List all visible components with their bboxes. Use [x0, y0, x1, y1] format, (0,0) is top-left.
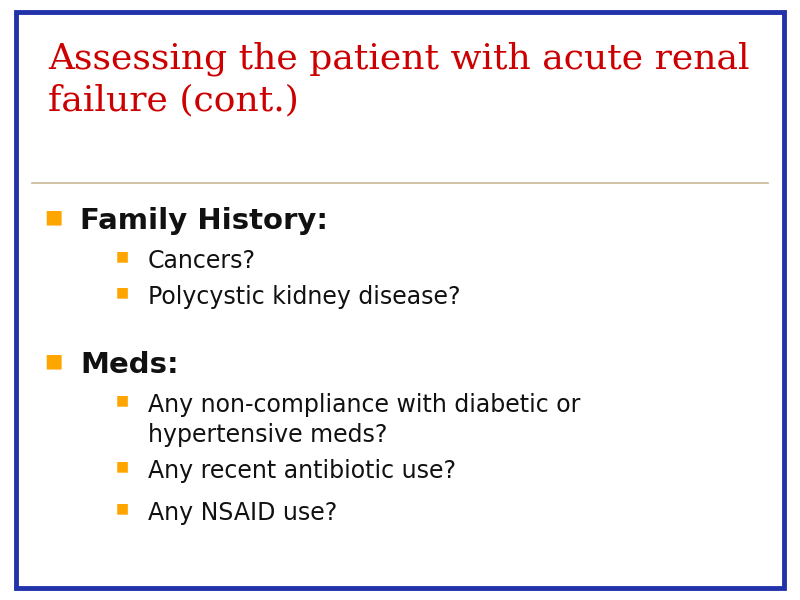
Text: Any recent antibiotic use?: Any recent antibiotic use? [148, 459, 456, 483]
Text: ■: ■ [44, 351, 62, 370]
Text: ■: ■ [116, 501, 129, 515]
Text: ■: ■ [116, 285, 129, 299]
Text: Any non-compliance with diabetic or
hypertensive meds?: Any non-compliance with diabetic or hype… [148, 393, 580, 446]
FancyBboxPatch shape [16, 12, 784, 588]
Text: ■: ■ [116, 459, 129, 473]
Text: Family History:: Family History: [80, 207, 328, 235]
Text: ■: ■ [44, 207, 62, 226]
Text: Assessing the patient with acute renal
failure (cont.): Assessing the patient with acute renal f… [48, 42, 750, 117]
Text: Cancers?: Cancers? [148, 249, 256, 273]
Text: Meds:: Meds: [80, 351, 178, 379]
Text: ■: ■ [116, 393, 129, 407]
Text: Polycystic kidney disease?: Polycystic kidney disease? [148, 285, 461, 309]
Text: Any NSAID use?: Any NSAID use? [148, 501, 338, 525]
Text: ■: ■ [116, 249, 129, 263]
